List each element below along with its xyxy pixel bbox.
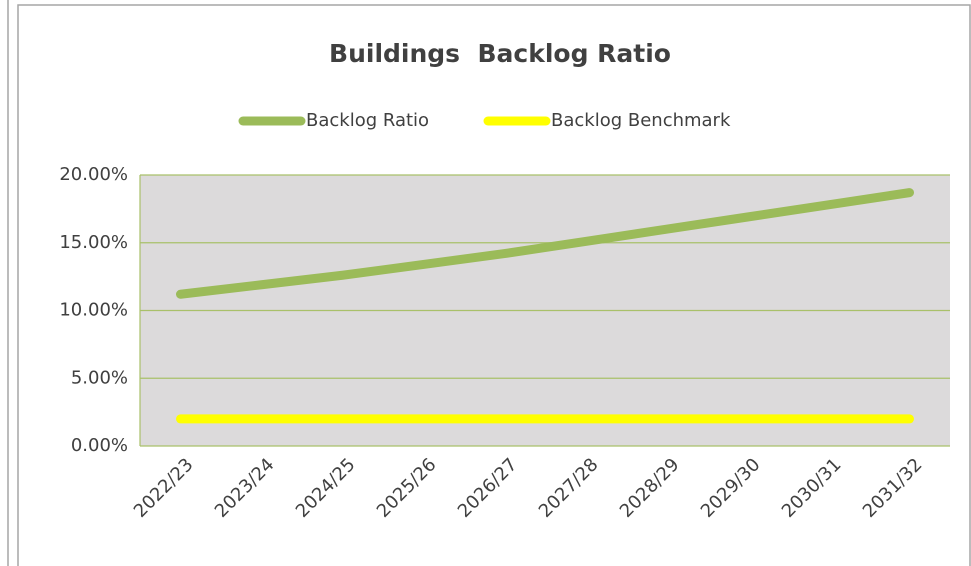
chart-title: Buildings Backlog Ratio	[329, 39, 671, 68]
legend-label: Backlog Benchmark	[551, 110, 731, 131]
y-tick-label: 10.00%	[59, 300, 128, 321]
y-tick-label: 0.00%	[71, 435, 128, 456]
y-tick-label: 15.00%	[59, 232, 128, 253]
y-tick-label: 20.00%	[59, 164, 128, 185]
y-tick-label: 5.00%	[71, 367, 128, 388]
data-line	[176, 188, 914, 299]
legend-label: Backlog Ratio	[306, 110, 429, 131]
